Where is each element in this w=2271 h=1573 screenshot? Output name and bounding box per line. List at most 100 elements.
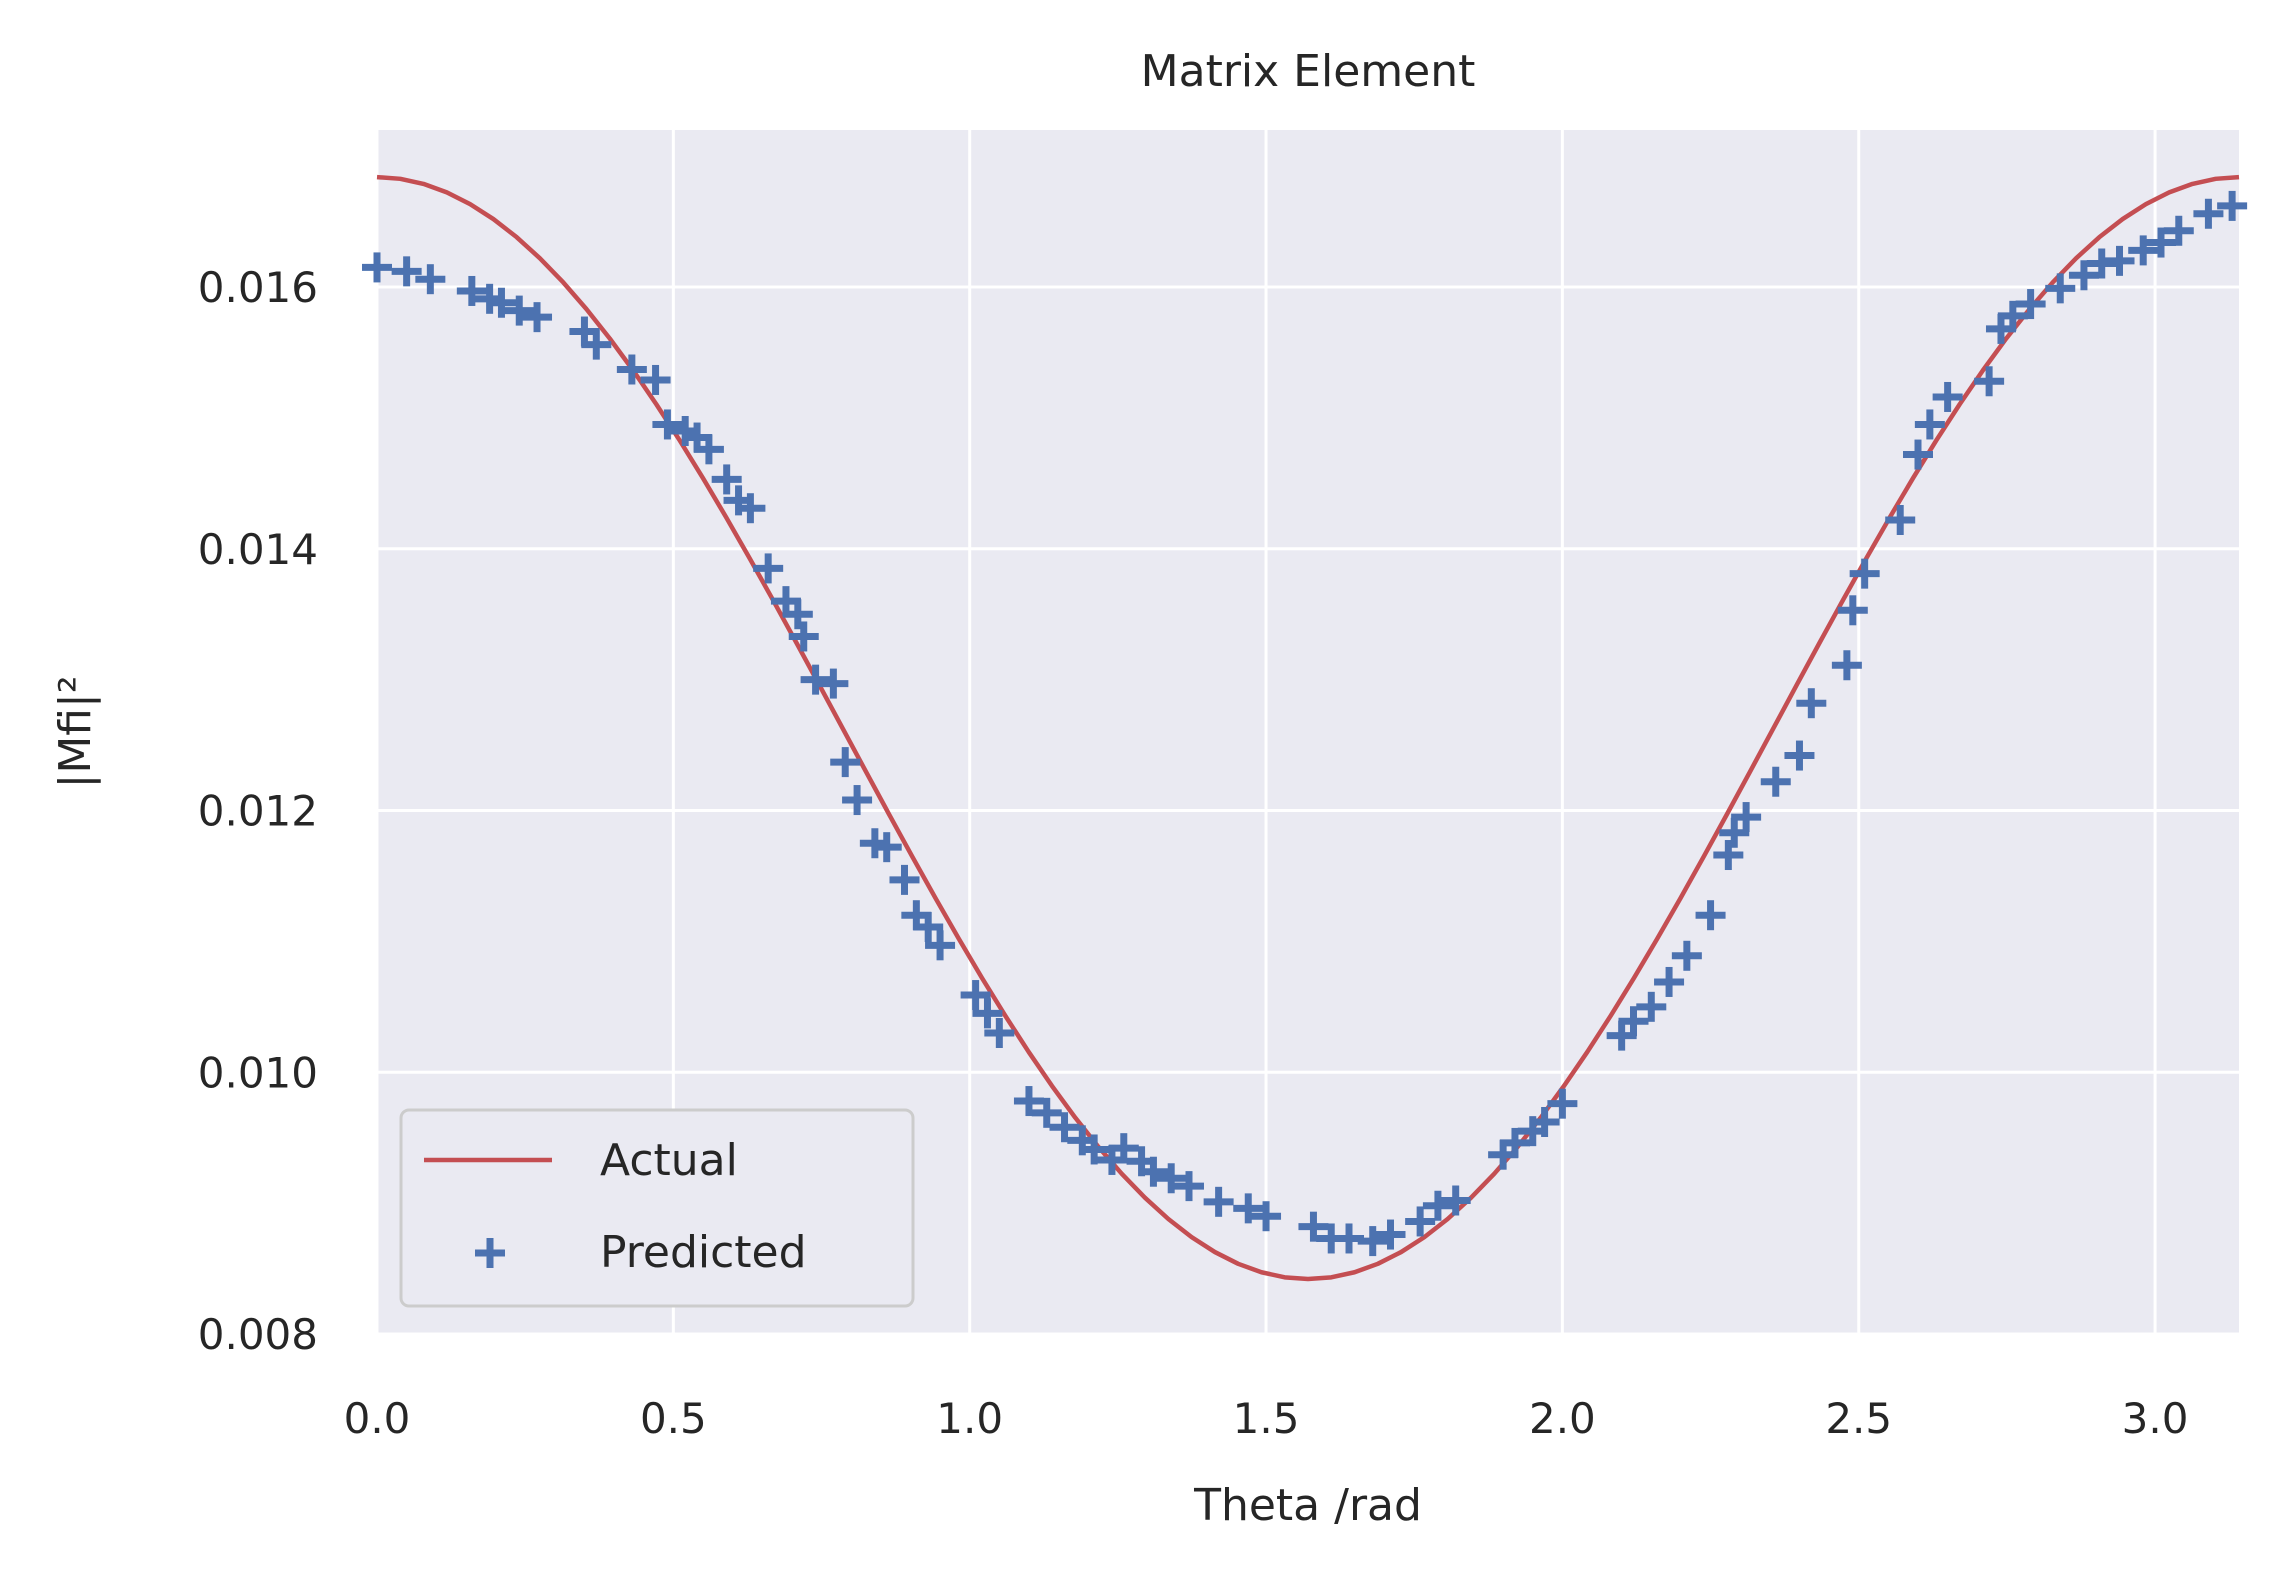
predicted-point: [818, 668, 849, 699]
predicted-point: [1636, 991, 1667, 1022]
predicted-point: [1837, 595, 1868, 626]
predicted-point: [753, 553, 784, 584]
predicted-point: [522, 302, 553, 333]
predicted-point: [1049, 1112, 1080, 1143]
predicted-point: [1885, 504, 1916, 535]
predicted-point: [1422, 1190, 1453, 1221]
y-tick-label: 0.010: [198, 1048, 318, 1097]
predicted-point: [2163, 215, 2194, 246]
predicted-point: [1405, 1206, 1436, 1237]
predicted-point: [2128, 235, 2159, 266]
predicted-point: [1357, 1226, 1388, 1257]
predicted-point: [1233, 1193, 1264, 1224]
predicted-point: [415, 264, 446, 295]
predicted-point: [2015, 289, 2046, 320]
chart-title: Matrix Element: [1141, 46, 1476, 97]
predicted-point: [925, 930, 956, 961]
predicted-point: [616, 354, 647, 385]
predicted-point: [1974, 366, 2005, 397]
y-tick-label: 0.014: [198, 525, 318, 574]
predicted-point: [456, 275, 487, 306]
predicted-point: [1013, 1086, 1044, 1117]
predicted-point: [1796, 688, 1827, 719]
predicted-point: [984, 1018, 1015, 1048]
x-tick-labels: 0.0 0.5 1.0 1.5 2.0 2.5 3.0: [344, 1394, 2189, 1443]
predicted-point: [1079, 1134, 1110, 1165]
predicted-point: [1440, 1185, 1471, 1216]
predicted-point: [1902, 439, 1933, 470]
legend-marker-predicted: [475, 1238, 505, 1268]
predicted-point: [800, 664, 831, 695]
y-tick-label: 0.012: [198, 787, 318, 836]
predicted-point: [1298, 1211, 1329, 1242]
predicted-point: [391, 256, 422, 287]
predicted-point: [2045, 273, 2076, 304]
y-tick-label: 0.016: [198, 263, 318, 312]
series-predicted: [362, 190, 2248, 1257]
x-tick-label: 1.0: [936, 1394, 1003, 1443]
predicted-point: [2104, 245, 2135, 276]
predicted-point: [735, 493, 766, 524]
predicted-point: [1731, 802, 1762, 833]
legend-label-actual: Actual: [600, 1135, 738, 1186]
predicted-point: [1713, 840, 1744, 871]
y-tick-label: 0.008: [198, 1310, 318, 1359]
predicted-point: [1671, 940, 1702, 971]
predicted-point: [362, 252, 392, 283]
predicted-point: [581, 329, 612, 360]
predicted-point: [504, 295, 535, 326]
predicted-point: [1499, 1127, 1530, 1158]
predicted-point: [1695, 900, 1726, 931]
predicted-point: [1760, 766, 1791, 797]
y-tick-labels: 0.008 0.010 0.012 0.014 0.016: [198, 263, 318, 1359]
predicted-point: [1849, 558, 1880, 589]
predicted-point: [1031, 1097, 1062, 1128]
legend: Actual Predicted: [399, 1108, 915, 1308]
legend-label-predicted: Predicted: [600, 1227, 807, 1278]
x-tick-label: 3.0: [2122, 1394, 2189, 1443]
predicted-point: [2193, 198, 2224, 229]
predicted-point: [1203, 1186, 1234, 1217]
predicted-point: [486, 287, 517, 318]
predicted-point: [1173, 1171, 1204, 1202]
predicted-point: [1914, 409, 1945, 440]
predicted-point: [1618, 1006, 1649, 1037]
predicted-point: [960, 980, 991, 1011]
x-axis-label: Theta /rad: [1193, 1480, 1422, 1531]
predicted-point: [871, 832, 902, 863]
x-tick-label: 1.5: [1233, 1394, 1300, 1443]
predicted-point: [1784, 740, 1815, 771]
predicted-point: [830, 747, 861, 778]
predicted-point: [913, 911, 944, 942]
x-tick-label: 2.5: [1825, 1394, 1892, 1443]
predicted-point: [1719, 817, 1750, 848]
predicted-point: [889, 864, 920, 895]
predicted-point: [1375, 1219, 1406, 1250]
x-tick-label: 0.5: [640, 1394, 707, 1443]
predicted-point: [2217, 190, 2248, 221]
x-tick-label: 2.0: [1529, 1394, 1596, 1443]
predicted-point: [1156, 1163, 1187, 1194]
predicted-point: [1138, 1156, 1169, 1187]
predicted-point: [1547, 1088, 1578, 1119]
predicted-point: [842, 785, 873, 816]
y-axis-label: |Mfi|²: [50, 676, 101, 789]
predicted-point: [1932, 381, 1963, 412]
predicted-point: [1654, 966, 1685, 997]
predicted-point: [652, 409, 683, 440]
predicted-point: [972, 998, 1003, 1029]
predicted-point: [782, 599, 813, 630]
predicted-point: [711, 464, 742, 495]
x-tick-label: 0.0: [344, 1394, 411, 1443]
predicted-point: [788, 621, 819, 652]
grid: [375, 130, 2239, 1336]
predicted-point: [693, 434, 724, 465]
predicted-point: [1997, 300, 2028, 331]
predicted-point: [1529, 1106, 1560, 1137]
predicted-point: [1108, 1133, 1139, 1164]
predicted-point: [1251, 1201, 1282, 1232]
predicted-point: [1831, 650, 1862, 681]
predicted-point: [2146, 227, 2177, 258]
predicted-point: [2068, 260, 2099, 291]
